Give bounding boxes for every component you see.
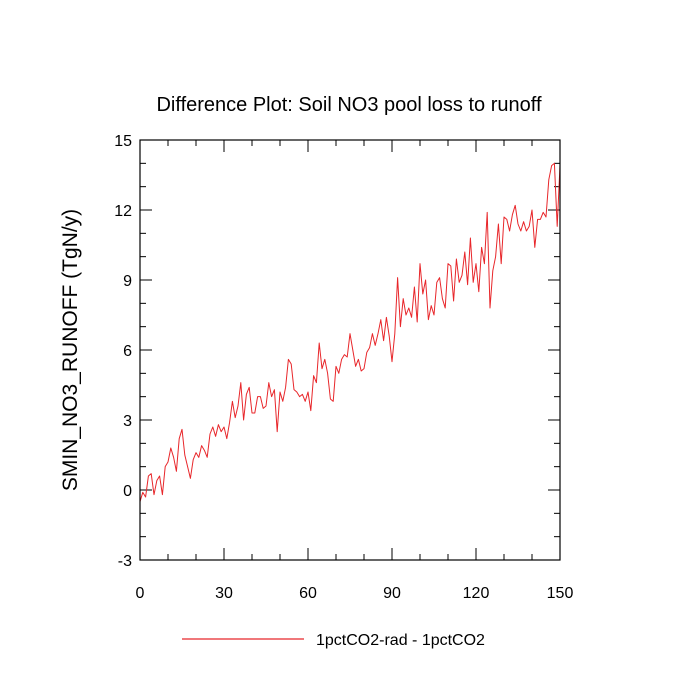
chart-title: Difference Plot: Soil NO3 pool loss to r… [156, 94, 541, 116]
y-tick-label: 15 [114, 133, 132, 150]
x-tick-label: 150 [547, 585, 574, 602]
series-layer [139, 162, 561, 502]
ticks-layer [139, 139, 561, 561]
x-tick-label: 0 [136, 585, 145, 602]
series-line [139, 162, 561, 502]
x-tick-label: 30 [215, 585, 233, 602]
y-tick-label: 6 [123, 343, 132, 360]
x-tick-label: 60 [299, 585, 317, 602]
legend: 1pctCO2-rad - 1pctCO2 [182, 632, 485, 649]
y-tick-label: 9 [123, 273, 132, 290]
y-axis-label: SMIN_NO3_RUNOFF (TgN/y) [59, 209, 82, 491]
y-tick-label: -3 [118, 553, 132, 570]
y-tick-label: 0 [123, 483, 132, 500]
y-tick-label: 12 [114, 203, 132, 220]
plot-frame [139, 139, 561, 561]
y-tick-label: 3 [123, 413, 132, 430]
legend-label: 1pctCO2-rad - 1pctCO2 [316, 632, 485, 649]
x-tick-label: 90 [383, 585, 401, 602]
x-tick-label: 120 [463, 585, 490, 602]
